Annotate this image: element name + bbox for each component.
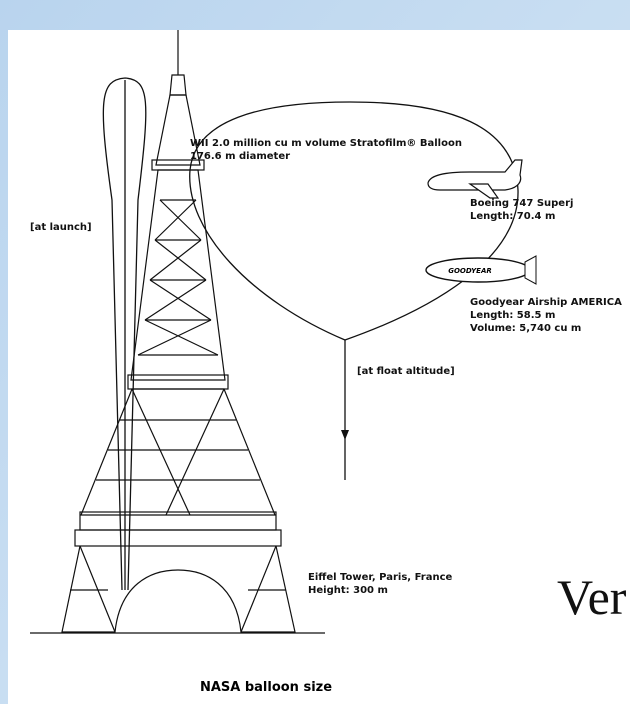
balloon-diameter: 176.6 m diameter (190, 151, 290, 162)
boeing-name: Boeing 747 Superj (470, 198, 573, 209)
caption: NASA balloon size (200, 680, 332, 695)
boeing-length: Length: 70.4 m (470, 211, 555, 222)
slide: GOODYEAR WII 2.0 million cu m volume Str… (0, 0, 630, 704)
balloon-title: WII 2.0 million cu m volume Stratofilm® … (190, 138, 462, 149)
airship-volume: Volume: 5,740 cu m (470, 323, 581, 334)
airship-logo: GOODYEAR (448, 267, 492, 275)
slide-overlay-text: Ver (557, 569, 627, 625)
eiffel-height: Height: 300 m (308, 585, 388, 596)
airship-name: Goodyear Airship AMERICA (470, 297, 622, 308)
float-label: [at float altitude] (357, 366, 455, 377)
page: GOODYEAR WII 2.0 million cu m volume Str… (0, 0, 630, 704)
launch-label: [at launch] (30, 222, 92, 233)
image-area (8, 30, 630, 704)
eiffel-name: Eiffel Tower, Paris, France (308, 572, 452, 583)
airship-length: Length: 58.5 m (470, 310, 555, 321)
